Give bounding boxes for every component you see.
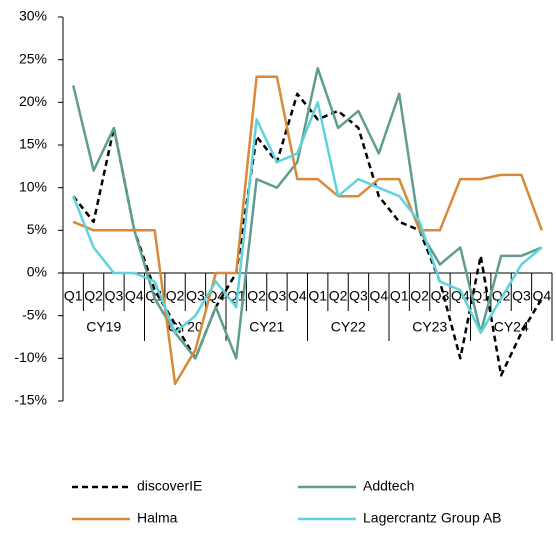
x-tick-label: Q3 (268, 288, 287, 304)
y-tick-label: -5% (22, 306, 47, 322)
y-tick-label: 15% (19, 136, 47, 152)
x-tick-label: Q2 (84, 288, 103, 304)
y-tick-label: -15% (14, 392, 47, 408)
y-tick-label: 0% (27, 264, 47, 280)
x-tick-label: Q2 (410, 288, 429, 304)
y-tick-label: 25% (19, 50, 47, 66)
x-tick-label: Q1 (390, 288, 409, 304)
y-tick-label: 10% (19, 178, 47, 194)
x-group-label: CY23 (412, 319, 447, 335)
x-tick-label: Q4 (288, 288, 307, 304)
x-tick-label: Q3 (431, 288, 450, 304)
x-tick-label: Q2 (166, 288, 185, 304)
x-tick-label: Q3 (512, 288, 531, 304)
legend-label: Addtech (363, 478, 414, 494)
legend-label: discoverIE (137, 478, 202, 494)
legend-label: Lagercrantz Group AB (363, 510, 502, 526)
x-group-label: CY24 (494, 319, 529, 335)
x-tick-label: Q2 (492, 288, 511, 304)
x-group-label: CY21 (249, 319, 284, 335)
y-tick-label: 20% (19, 93, 47, 109)
legend-label: Halma (137, 510, 178, 526)
x-tick-label: Q2 (329, 288, 348, 304)
x-group-label: CY19 (86, 319, 121, 335)
series-line (72, 75, 543, 386)
x-tick-label: Q1 (64, 288, 83, 304)
y-tick-label: 5% (27, 221, 47, 237)
x-tick-label: Q4 (532, 288, 551, 304)
x-tick-label: Q1 (471, 288, 490, 304)
x-tick-label: Q2 (247, 288, 266, 304)
series-line (72, 101, 543, 334)
x-tick-label: Q3 (186, 288, 205, 304)
x-tick-label: Q3 (349, 288, 368, 304)
x-tick-label: Q3 (105, 288, 124, 304)
x-group-label: CY22 (331, 319, 366, 335)
y-tick-label: 30% (19, 8, 47, 24)
y-tick-label: -10% (14, 349, 47, 365)
x-tick-label: Q4 (125, 288, 144, 304)
x-tick-label: Q1 (308, 288, 327, 304)
x-tick-label: Q4 (369, 288, 388, 304)
series-line (71, 66, 543, 360)
